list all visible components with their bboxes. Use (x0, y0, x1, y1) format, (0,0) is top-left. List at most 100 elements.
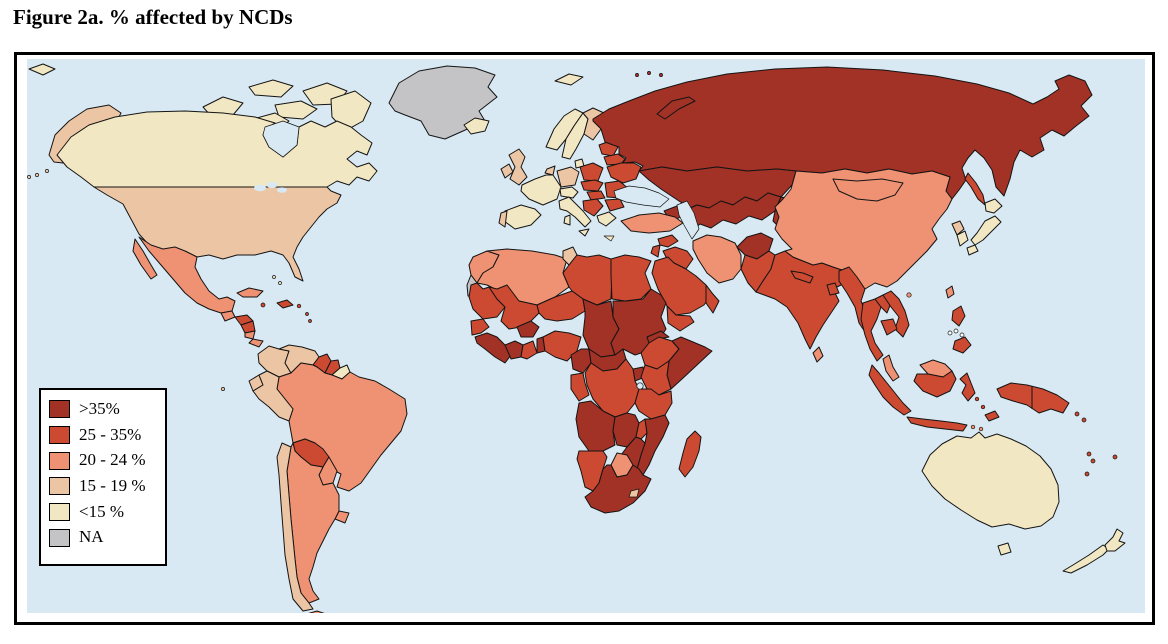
country-angola (575, 400, 616, 452)
legend-item-r25_35: 25 - 35% (49, 424, 165, 445)
legend-item-gt35: >35% (49, 399, 165, 419)
country-jamaica (260, 302, 266, 308)
congo-gabon (570, 372, 590, 402)
fiji (1112, 454, 1118, 460)
country-puerto-rico (296, 303, 302, 309)
country-greece (596, 211, 617, 227)
country-canadian-arctic (330, 90, 372, 132)
jordan-israel (650, 244, 661, 258)
malaysia-peninsula (882, 354, 900, 382)
great-lakes (277, 187, 287, 193)
country-cambodia (880, 318, 898, 336)
guinea-region (474, 332, 512, 364)
sicily (578, 228, 590, 237)
novaya-zemlya (656, 96, 696, 120)
svalbard (554, 73, 584, 86)
tierra-del-fuego (308, 610, 325, 613)
country-egypt (610, 254, 652, 302)
hudson-bay (262, 120, 300, 158)
franz-josef-land (647, 71, 651, 75)
lesser-antilles (305, 312, 309, 316)
country-russia (592, 66, 1093, 200)
country-syria (657, 234, 679, 248)
caspian-sea (676, 200, 700, 240)
hainan (906, 292, 912, 298)
country-france (520, 174, 562, 206)
alpine-states (559, 186, 579, 199)
indonesia-sumatra (868, 364, 912, 416)
bahamas-islands (272, 275, 276, 279)
country-taiwan (945, 285, 955, 299)
franz-josef-land (659, 73, 663, 77)
country-mongolia (832, 178, 904, 202)
solomon-islands (1074, 411, 1080, 417)
great-lakes (254, 184, 266, 192)
country-south-korea (956, 230, 969, 247)
galapagos-islands (221, 387, 225, 391)
great-lakes (266, 182, 278, 188)
country-tanzania (634, 388, 673, 420)
country-kenya (640, 360, 672, 396)
new-guinea (996, 382, 1070, 414)
country-uk (508, 148, 528, 186)
timor (984, 410, 1000, 422)
figure-box: >35% 25 - 35% 20 - 24 % 15 - 19 % <15 % NA (14, 52, 1155, 625)
country-nepal (790, 270, 814, 284)
vanuatu (1090, 458, 1096, 464)
country-costa-rica (244, 330, 256, 340)
country-portugal (498, 210, 508, 228)
country-madagascar (678, 430, 702, 478)
country-oman (705, 284, 720, 314)
moluccas (974, 396, 980, 402)
aleutian-islands (35, 173, 39, 177)
legend-swatch-r15_19 (49, 477, 70, 496)
legend-label-gt35: >35% (79, 399, 120, 418)
country-yemen (666, 305, 695, 332)
legend-label-lt15: <15 % (79, 501, 124, 521)
lesser-antilles (308, 319, 312, 323)
legend-label-r25_35: 25 - 35% (79, 424, 142, 444)
legend-swatch-na (49, 528, 70, 547)
country-germany (556, 166, 580, 188)
bahamas-islands (278, 281, 282, 285)
country-canadian-arctic (248, 79, 294, 98)
country-poland (579, 162, 604, 182)
lake-victoria (636, 382, 644, 390)
world-map-canvas (27, 59, 1145, 613)
indonesia-sulawesi (959, 372, 976, 402)
country-bangladesh (826, 282, 840, 296)
moluccas (980, 404, 986, 410)
country-bulgaria (604, 198, 625, 212)
country-hispaniola (276, 299, 294, 309)
country-brazil (276, 362, 408, 492)
indonesia-kalimantan (913, 370, 957, 398)
figure-title: Figure 2a. % affected by NCDs (13, 5, 293, 29)
legend-swatch-r25_35 (49, 426, 70, 445)
black-sea (613, 185, 670, 208)
country-lesotho (628, 488, 640, 498)
tasmania (997, 542, 1012, 556)
country-italy (558, 196, 592, 228)
franz-josef-land (635, 73, 639, 77)
country-ghana (520, 340, 538, 360)
country-iceland (463, 117, 490, 135)
country-china (774, 168, 953, 290)
country-mexico (138, 236, 236, 314)
legend-label-r15_19: 15 - 19 % (79, 476, 146, 496)
legend-box: >35% 25 - 35% 20 - 24 % 15 - 19 % <15 % NA (39, 388, 167, 566)
country-sri-lanka (812, 346, 824, 363)
aleutian-islands (45, 169, 49, 173)
country-chile (276, 442, 314, 612)
country-hungary (586, 190, 606, 201)
country-malawi (635, 418, 648, 440)
world-map: >35% 25 - 35% 20 - 24 % 15 - 19 % <15 % NA (27, 59, 1145, 613)
country-somalia (666, 336, 713, 390)
legend-label-na: NA (79, 527, 104, 547)
legend-swatch-gt35 (49, 400, 70, 419)
country-south-africa (584, 464, 652, 514)
aleutian-islands (27, 175, 31, 179)
country-cuba (236, 287, 264, 298)
sakhalin (964, 172, 986, 206)
balkan-states (582, 198, 604, 217)
